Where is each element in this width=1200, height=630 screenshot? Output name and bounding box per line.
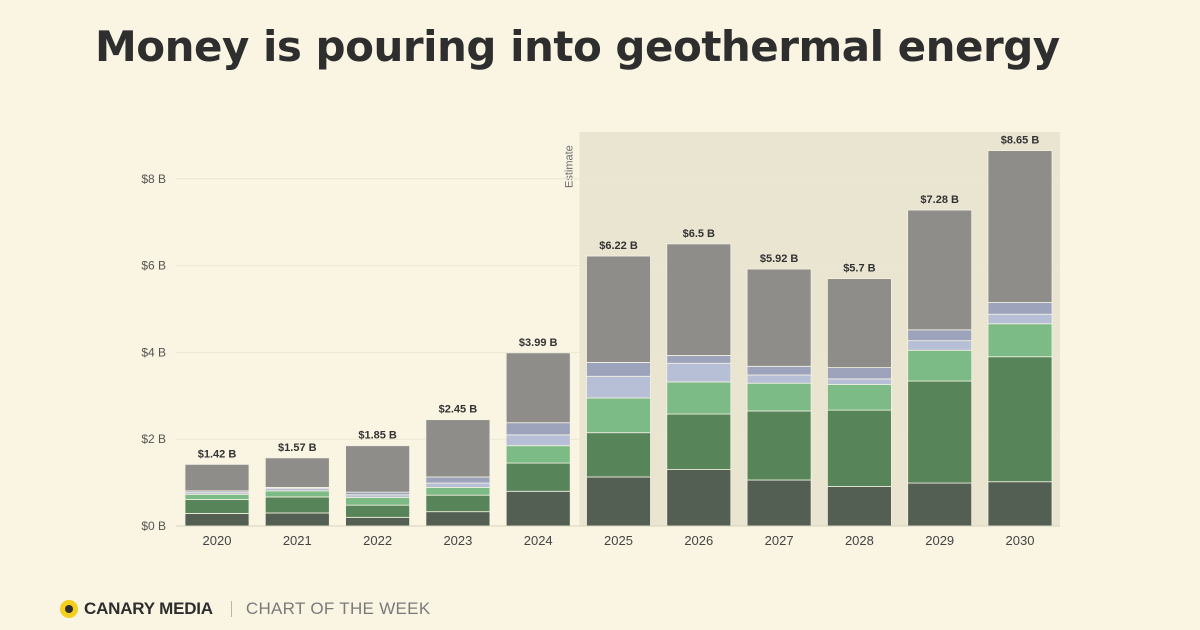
canary-logo-icon [60,600,78,618]
bar-segment [586,361,651,377]
brand-name: CANARY MEDIA [84,599,213,618]
x-tick-label: 2028 [845,533,874,548]
bar-segment [586,432,651,478]
y-tick-label: $6 B [141,259,166,273]
bar-segment [746,374,812,384]
bar-segment [345,496,411,506]
bar-segment [827,409,892,487]
bar-total-label: $1.42 B [198,448,237,460]
bar-total-label: $6.5 B [683,228,715,240]
bar-segment [345,504,411,518]
bar-segment [987,302,1053,315]
bar-segment [907,482,973,527]
bar-total-label: $8.65 B [1001,135,1040,147]
bar-segment [505,434,571,447]
bar-segment [666,381,732,415]
y-tick-label: $2 B [141,432,166,446]
bar-segment [184,499,250,514]
estimate-label: Estimate [564,145,576,188]
bar-segment [345,516,411,527]
bar-segment [345,445,411,493]
bar-segment [264,490,330,498]
x-tick-label: 2026 [684,533,713,548]
bar-total-label: $2.45 B [439,404,478,416]
footer: CANARY MEDIA CHART OF THE WEEK [60,594,430,624]
x-tick-label: 2027 [765,533,794,548]
bar-segment [746,365,812,376]
bar-segment [746,479,812,527]
bar-segment [586,397,651,434]
estimate-region [579,132,1060,526]
bar-segment [264,496,330,514]
bar-segment [987,481,1053,527]
x-tick-label: 2029 [925,533,954,548]
x-tick-label: 2024 [524,533,553,548]
bar-segment [184,463,250,492]
bar-segment [184,493,250,500]
x-tick-label: 2021 [283,533,312,548]
bar-segment [907,340,973,351]
bar-segment [505,422,571,436]
bar-segment [505,490,571,527]
bar-segment [666,243,732,356]
bar-segment [425,494,491,513]
bar-segment [425,486,491,496]
bar-segment [184,513,250,527]
page-title: Money is pouring into geothermal energy [95,22,1060,71]
bar-segment [666,355,732,364]
bar-segment [987,313,1053,325]
bar-total-label: $5.92 B [760,253,799,265]
bar-segment [746,382,812,412]
bar-total-label: $7.28 B [920,194,959,206]
bar-segment [827,378,892,385]
bar-segment [827,278,892,368]
bar-segment [505,462,571,492]
x-tick-label: 2020 [203,533,232,548]
bar-segment [505,445,571,464]
bar-segment [827,486,892,527]
bar-segment [264,457,330,488]
bar-segment [827,367,892,380]
bar-segment [425,476,491,484]
bar-segment [425,511,491,527]
bar-segment [907,349,973,382]
bar-segment [827,384,892,411]
bar-total-label: $5.7 B [843,263,875,275]
bar-segment [907,209,973,331]
bar-segment [425,482,491,488]
bar-segment [987,323,1053,358]
x-tick-label: 2025 [604,533,633,548]
bar-segment [746,410,812,481]
x-tick-label: 2022 [363,533,392,548]
bar-segment [586,476,651,527]
bar-segment [907,380,973,484]
bar-total-label: $6.22 B [599,240,638,252]
y-tick-label: $8 B [141,172,166,186]
bar-segment [666,413,732,470]
bar-segment [666,362,732,383]
bar-total-label: $1.85 B [358,430,397,442]
y-tick-label: $4 B [141,345,166,359]
bar-segment [746,268,812,367]
bar-segment [907,329,973,342]
footer-tagline: CHART OF THE WEEK [245,599,431,618]
bar-segment [425,419,491,478]
bar-total-label: $3.99 B [519,337,558,349]
footer-divider [230,601,232,617]
y-tick-label: $0 B [141,519,166,533]
bar-segment [264,512,330,527]
bar-segment [505,352,571,424]
x-tick-label: 2030 [1006,533,1035,548]
bar-segment [586,375,651,399]
x-tick-label: 2023 [443,533,472,548]
bar-segment [987,356,1053,483]
bar-total-label: $1.57 B [278,442,317,454]
bar-segment [987,150,1053,303]
bar-segment [586,255,651,363]
bar-segment [666,469,732,527]
